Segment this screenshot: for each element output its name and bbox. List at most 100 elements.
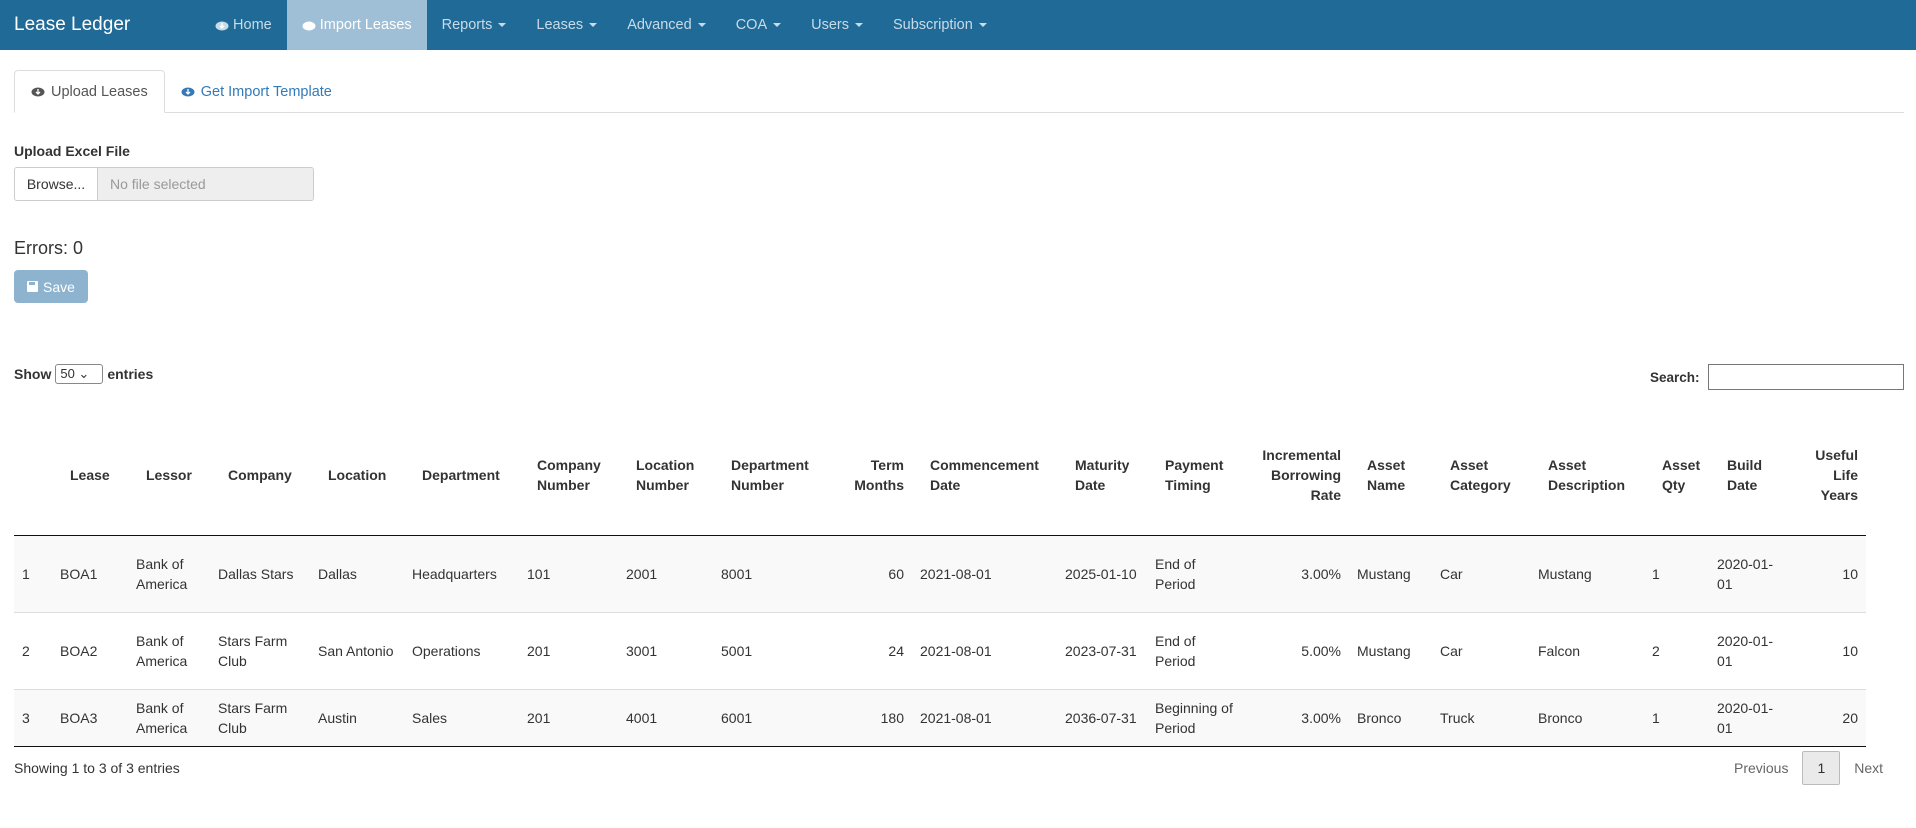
column-header[interactable]: Useful Life Years — [1787, 415, 1866, 536]
table-cell: BOA1 — [52, 535, 128, 612]
table-cell: 1 — [1644, 688, 1709, 747]
table-cell: Sales — [404, 688, 519, 747]
caret — [697, 23, 706, 27]
table-cell: 5001 — [713, 611, 822, 689]
table-cell: Mustang — [1349, 611, 1432, 689]
table-cell: Dallas — [310, 535, 404, 612]
nav-item[interactable]: Import Leases — [286, 0, 427, 50]
browse-button[interactable]: Browse... — [15, 168, 98, 200]
table-cell: 201 — [519, 688, 618, 747]
nav-item[interactable]: Leases — [521, 0, 612, 50]
index-header — [14, 415, 52, 536]
column-header[interactable]: Company — [210, 415, 310, 536]
cloud-icon — [181, 87, 195, 97]
column-header[interactable]: Department Number — [713, 415, 822, 536]
page-button[interactable]: Next — [1854, 760, 1884, 776]
column-header[interactable]: Build Date — [1709, 415, 1787, 536]
column-header[interactable]: Asset Description — [1530, 415, 1644, 536]
table-row: 2 BOA2 Bank of America Stars Farm Club San A… — [14, 611, 1866, 689]
table-cell: 2 — [14, 611, 52, 689]
length-control: Show 50 ⌄ entries — [14, 364, 153, 384]
table-cell: 1 — [1644, 535, 1709, 612]
table-cell: 3.00% — [1244, 688, 1349, 747]
column-header[interactable]: Asset Qty — [1644, 415, 1709, 536]
column-header[interactable]: Department — [404, 415, 519, 536]
table-cell: 1 — [14, 535, 52, 612]
table-cell: 180 — [822, 688, 912, 747]
table-cell: Stars Farm Club — [210, 611, 310, 689]
table-cell: 2021-08-01 — [912, 535, 1057, 612]
nav-label: Users — [811, 17, 849, 33]
caret — [589, 23, 598, 27]
table-cell: 2036-07-31 — [1057, 688, 1147, 747]
column-header[interactable]: Term Months — [822, 415, 912, 536]
table-cell: Operations — [404, 611, 519, 689]
lease-table: Lease Lessor Company Location Department Comp… — [14, 415, 1866, 747]
brand[interactable]: Lease Ledger — [14, 14, 131, 35]
table-cell: 4001 — [618, 688, 713, 747]
table-cell: Headquarters — [404, 535, 519, 612]
caret — [773, 23, 782, 27]
table-cell: 2021-08-01 — [912, 688, 1057, 747]
table-cell: BOA3 — [52, 688, 128, 747]
nav-item[interactable]: Users — [796, 0, 878, 50]
table-cell: Bank of America — [128, 611, 210, 689]
length-prefix: Show — [14, 366, 52, 382]
table-cell: 24 — [822, 611, 912, 689]
table-wrap: Lease Lessor Company Location Department Comp… — [14, 415, 1916, 747]
table-cell: 5.00% — [1244, 611, 1349, 689]
tab[interactable]: Get Import Template — [165, 70, 348, 113]
errors-text: Errors: 0 — [14, 238, 84, 258]
column-header[interactable]: Location Number — [618, 415, 713, 536]
column-header[interactable]: Asset Category — [1432, 415, 1530, 536]
column-header[interactable]: Payment Timing — [1147, 415, 1244, 536]
save-icon — [27, 281, 39, 292]
nav-item[interactable]: Advanced — [612, 0, 721, 50]
table-cell: 2025-01-10 — [1057, 535, 1147, 612]
column-header[interactable]: Commencement Date — [912, 415, 1057, 536]
page-button[interactable]: Previous — [1734, 760, 1789, 776]
caret — [854, 23, 863, 27]
table-cell: Bank of America — [128, 535, 210, 612]
column-header[interactable]: Company Number — [519, 415, 618, 536]
column-header[interactable]: Lessor — [128, 415, 210, 536]
page-button[interactable]: 1 — [1802, 751, 1841, 785]
column-header[interactable]: Incremental Borrowing Rate — [1244, 415, 1349, 536]
table-info: Showing 1 to 3 of 3 entries — [14, 760, 180, 776]
tabs: Upload Leases Get Import Template — [14, 70, 1904, 113]
save-button[interactable]: Save — [14, 270, 88, 303]
nav-item[interactable]: Home — [200, 0, 287, 50]
cloud-icon — [302, 21, 316, 30]
tab[interactable]: Upload Leases — [14, 70, 165, 113]
tab-label: Get Import Template — [200, 83, 332, 100]
nav-label: COA — [735, 17, 768, 33]
column-header[interactable]: Lease — [52, 415, 128, 536]
table-cell: Dallas Stars — [210, 535, 310, 612]
save-label: Save — [43, 278, 75, 295]
nav-item[interactable]: Reports — [427, 0, 522, 50]
column-header[interactable]: Asset Name — [1349, 415, 1432, 536]
table-cell: Truck — [1432, 688, 1530, 747]
search-label: Search: — [1650, 369, 1700, 385]
table-cell: Austin — [310, 688, 404, 747]
table-cell: End of Period — [1147, 611, 1244, 689]
file-placeholder: No file selected — [98, 168, 313, 200]
nav-label: Reports — [441, 17, 493, 33]
table-row: 3 BOA3 Bank of America Stars Farm Club Austi… — [14, 688, 1866, 747]
table-cell: Mustang — [1349, 535, 1432, 612]
nav-item[interactable]: Subscription — [878, 0, 1002, 50]
nav-item[interactable]: COA — [721, 0, 796, 50]
table-row: 1 BOA1 Bank of America Dallas Stars Dallas He… — [14, 535, 1866, 612]
table-cell: 2020-01-01 — [1709, 611, 1787, 689]
column-header[interactable]: Location — [310, 415, 404, 536]
column-header[interactable]: Maturity Date — [1057, 415, 1147, 536]
search-input[interactable] — [1707, 364, 1904, 390]
table-cell: 10 — [1787, 611, 1866, 689]
length-select[interactable]: 50 ⌄ — [55, 364, 104, 384]
table-cell: Bank of America — [128, 688, 210, 747]
search: Search: — [1650, 364, 1904, 390]
table-cell: 8001 — [713, 535, 822, 612]
file-input[interactable]: Browse... No file selected — [14, 167, 314, 201]
table-cell: 2 — [1644, 611, 1709, 689]
